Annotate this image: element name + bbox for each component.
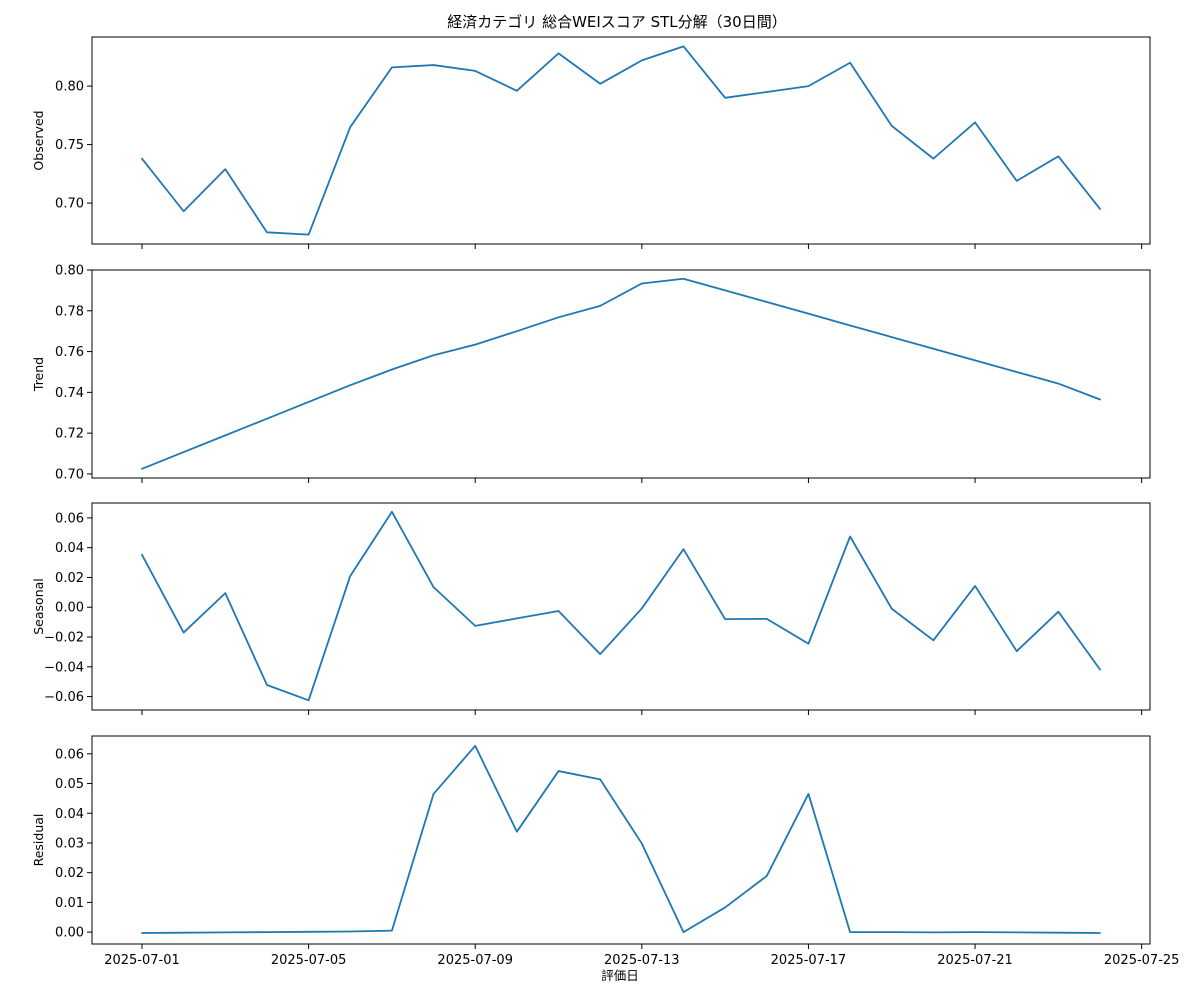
panel-seasonal: −0.06 −0.04 −0.02 0.00 0.02 0.04 0.06 Seasonal xyxy=(31,502,1151,715)
y-tick-label: 0.03 xyxy=(55,836,84,851)
y-tick-label: 0.02 xyxy=(55,571,84,586)
y-tick-label: 0.04 xyxy=(55,541,84,556)
x-tick-label: 2025-07-25 xyxy=(1104,953,1180,968)
y-tick-label: −0.06 xyxy=(44,690,84,705)
y-tick-label: 0.04 xyxy=(55,807,84,822)
chart-title: 経済カテゴリ 総合WEIスコア STL分解（30日間） xyxy=(447,13,786,31)
y-axis-label: Residual xyxy=(31,814,46,867)
y-tick-label: 0.80 xyxy=(55,80,84,95)
x-tick-label: 2025-07-13 xyxy=(604,953,680,968)
y-tick-label: 0.70 xyxy=(55,467,84,482)
y-axis-label: Observed xyxy=(31,110,46,170)
y-tick-label: 0.00 xyxy=(55,601,84,616)
x-tick-label: 2025-07-21 xyxy=(937,953,1013,968)
x-tick-label: 2025-07-17 xyxy=(771,953,847,968)
x-tick-label: 2025-07-09 xyxy=(437,953,513,968)
y-tick-label: 0.70 xyxy=(55,197,84,212)
y-tick-label: 0.76 xyxy=(55,345,84,360)
y-tick-label: 0.75 xyxy=(55,138,84,153)
residual-series-line xyxy=(141,744,1101,934)
panel-frame xyxy=(91,735,1151,945)
panel-observed: 0.70 0.75 0.80 Observed xyxy=(31,36,1151,249)
y-tick-label: 0.78 xyxy=(55,304,84,319)
y-tick-label: 0.72 xyxy=(55,427,84,442)
y-tick-label: 0.80 xyxy=(55,264,84,279)
y-tick-label: 0.74 xyxy=(55,386,84,401)
y-tick-label: −0.04 xyxy=(44,660,84,675)
y-tick-label: 0.06 xyxy=(55,747,84,762)
panels-group: 0.70 0.75 0.80 Observed 0.70 0.72 0.74 0.76 0.78… xyxy=(31,36,1180,968)
x-tick-label: 2025-07-05 xyxy=(271,953,347,968)
x-tick-label: 2025-07-01 xyxy=(104,953,180,968)
y-tick-label: 0.02 xyxy=(55,866,84,881)
y-tick-label: 0.01 xyxy=(55,896,84,911)
panel-residual: 0.00 0.01 0.02 0.03 0.04 0.05 0.06 Residual 2025… xyxy=(31,735,1180,968)
panel-frame xyxy=(91,269,1151,479)
panel-trend: 0.70 0.72 0.74 0.76 0.78 0.80 Trend xyxy=(31,264,1151,483)
y-axis-label: Seasonal xyxy=(31,578,46,635)
panel-frame xyxy=(91,36,1151,245)
y-tick-label: −0.02 xyxy=(44,631,84,646)
y-tick-label: 0.00 xyxy=(55,926,84,941)
y-tick-label: 0.06 xyxy=(55,511,84,526)
observed-series-line xyxy=(141,45,1101,236)
seasonal-series-line xyxy=(141,510,1101,702)
y-axis-label: Trend xyxy=(31,357,46,392)
trend-series-line xyxy=(141,277,1101,470)
x-axis-label: 評価日 xyxy=(601,968,639,983)
panel-frame xyxy=(91,502,1151,711)
y-tick-label: 0.05 xyxy=(55,777,84,792)
